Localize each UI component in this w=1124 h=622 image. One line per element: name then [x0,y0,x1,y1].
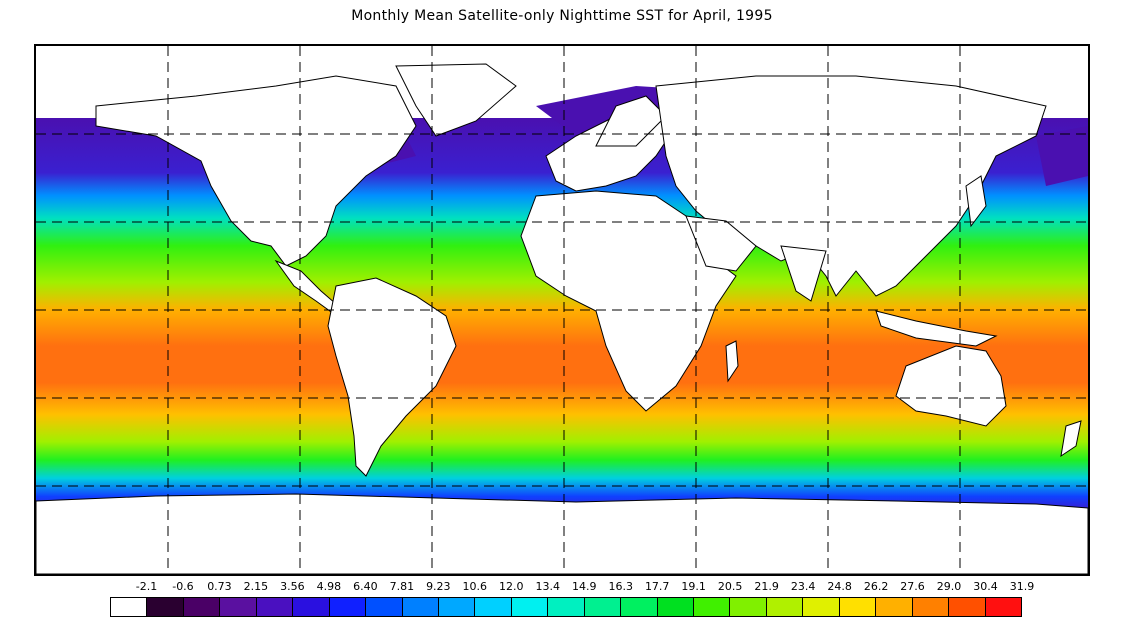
colorbar-tick-label: 6.40 [353,580,378,593]
sst-map [34,44,1090,576]
colorbar-tick-label: 7.81 [389,580,415,593]
madagascar [725,340,739,383]
colorbar-swatch [730,598,767,616]
colorbar-tick-label: 9.23 [426,580,451,593]
colorbar-tick-label: 2.15 [243,580,269,593]
graticule [36,46,1088,574]
antarctica [36,493,1088,574]
south-america [327,277,457,477]
colorbar-tick-label: 13.4 [535,580,561,593]
colorbar-tick-label: 21.9 [754,580,779,593]
colorbar-swatch [766,598,804,616]
colorbar-tick-label: 4.98 [316,580,342,593]
bering-sea [1036,126,1088,186]
colorbar-swatch [657,598,694,616]
colorbar-tick-label: -2.1 [135,580,158,593]
colorbar-swatch [803,598,840,616]
colorbar-tick-label: 29.0 [936,580,962,593]
map-title: Monthly Mean Satellite-only Nighttime SS… [351,8,773,24]
colorbar-swatch [912,598,950,616]
colorbar-tick-label: 20.5 [717,580,743,593]
colorbar-swatch [475,598,512,616]
colorbar-tick-label: 27.6 [900,580,925,593]
sst-map-canvas [36,46,1088,574]
colorbar-swatch [548,598,585,616]
colorbar-swatch [985,598,1021,616]
colorbar-swatch [511,598,549,616]
north-america [95,75,417,267]
africa [520,190,737,412]
continents [36,63,1088,574]
colorbar-swatch [147,598,184,616]
colorbar-tick-label: 19.1 [681,580,706,593]
indonesia [875,310,998,347]
colorbar-tick-label: 24.8 [827,580,852,593]
colorbar-tick-label: 12.0 [499,580,524,593]
japan [965,175,987,228]
colorbar-tick-label: -0.6 [172,580,194,593]
colorbar-tick-label: 16.3 [608,580,633,593]
colorbar-swatch [256,598,294,616]
colorbar-swatch [111,598,148,616]
new-zealand [1060,420,1082,458]
colorbar-swatch [839,598,877,616]
colorbar-swatch [366,598,403,616]
colorbar-swatch [183,598,221,616]
colorbar-labels: -2.1 -0.6 0.73 2.15 3.56 4.98 6.40 7.81 9.23 10.6… [92,580,1052,596]
colorbar-tick-label: 0.73 [207,580,232,593]
colorbar-tick-label: 14.9 [571,580,597,593]
colorbar-tick-label: 17.7 [644,580,670,593]
colorbar-swatch [876,598,913,616]
colorbar-tick-label: 30.4 [973,580,998,593]
colorbar-swatch [329,598,367,616]
colorbar-tick-label: 31.9 [1009,580,1035,593]
colorbar-swatch [949,598,986,616]
arabia [685,215,757,272]
colorbar [110,597,1022,617]
australia [895,345,1007,427]
colorbar-swatch [220,598,257,616]
colorbar-swatch [694,598,731,616]
colorbar-swatch [402,598,439,616]
greenland [395,63,517,137]
colorbar-tick-label: 3.56 [280,580,305,593]
colorbar-swatch [438,598,476,616]
colorbar-swatch [621,598,658,616]
india [780,245,827,302]
colorbar-swatch [584,598,622,616]
colorbar-tick-label: 10.6 [462,580,488,593]
colorbar-tick-label: 23.4 [790,580,816,593]
colorbar-swatch [293,598,330,616]
colorbar-tick-label: 26.2 [863,580,889,593]
